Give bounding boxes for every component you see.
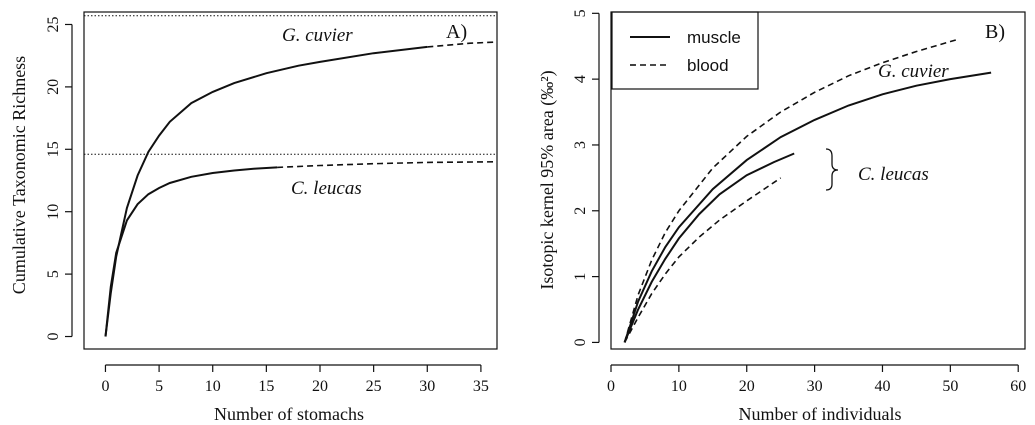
panel-b-y-tick-label: 2 bbox=[572, 207, 589, 215]
panel-a-y-tick-label: 20 bbox=[45, 79, 62, 95]
panel-a-y-tick-label: 5 bbox=[45, 270, 62, 278]
panel-b-annotation-g-cuvier: G. cuvier bbox=[878, 61, 949, 82]
panel-a-x-tick-label: 30 bbox=[419, 378, 435, 395]
panel-a: A) Number of stomachs Cumulative Taxonom… bbox=[9, 12, 497, 424]
c-leucas-brace bbox=[826, 149, 838, 190]
panel-a-y-tick-label: 0 bbox=[45, 333, 62, 341]
panel-a-xlabel: Number of stomachs bbox=[214, 404, 364, 424]
panel-b-label: B) bbox=[985, 21, 1005, 43]
panel-a-x-tick-label: 10 bbox=[205, 378, 221, 395]
panel-b-x-tick-label: 40 bbox=[874, 378, 890, 395]
panel-a-x-tick-label: 20 bbox=[312, 378, 328, 395]
panel-a-x-tick-label: 35 bbox=[473, 378, 489, 395]
panel-b-series-g-cuvier-muscle-solid bbox=[625, 73, 992, 343]
panel-b-xlabel: Number of individuals bbox=[739, 404, 902, 424]
panel-a-label: A) bbox=[446, 21, 467, 43]
legend-blood-label: blood bbox=[687, 56, 729, 75]
panel-a-x-tick-label: 15 bbox=[258, 378, 274, 395]
panel-a-x-tick-label: 25 bbox=[366, 378, 382, 395]
panel-a-y-tick-label: 25 bbox=[45, 16, 62, 32]
panel-b-annotation-c-leucas: C. leucas bbox=[858, 164, 929, 185]
panel-a-annotation-g-cuvier: G. cuvier bbox=[282, 25, 353, 46]
panel-b-y-tick-label: 1 bbox=[572, 273, 589, 281]
panel-b-ylabel: Isotopic kernel 95% area (‰²) bbox=[537, 70, 558, 289]
panel-a-x-tick-label: 0 bbox=[101, 378, 109, 395]
panel-a-y-tick-label: 10 bbox=[45, 204, 62, 220]
panel-b-x-tick-label: 50 bbox=[942, 378, 958, 395]
panel-b-y-tick-label: 3 bbox=[572, 141, 589, 149]
panel-b-y-tick-label: 0 bbox=[572, 338, 589, 346]
legend: muscle blood bbox=[612, 12, 758, 89]
panel-b-x-tick-label: 30 bbox=[807, 378, 823, 395]
panel-b-series-c-leucas-muscle-solid bbox=[625, 154, 795, 343]
panel-b: B) Number of individuals Isotopic kernel… bbox=[537, 9, 1026, 424]
panel-b-series-c-leucas-blood-dashed bbox=[625, 178, 781, 343]
panel-a-x-tick-label: 5 bbox=[155, 378, 163, 395]
legend-muscle-label: muscle bbox=[687, 28, 741, 47]
legend-box bbox=[612, 12, 758, 89]
panel-b-y-tick-label: 5 bbox=[572, 9, 589, 17]
panel-a-y-tick-label: 15 bbox=[45, 141, 62, 157]
panel-a-ylabel: Cumulative Taxonomic Richness bbox=[9, 56, 29, 294]
panel-b-y-tick-label: 4 bbox=[572, 75, 589, 83]
panel-a-series-c-leucas-dashed bbox=[277, 162, 497, 168]
panel-b-x-tick-label: 60 bbox=[1010, 378, 1026, 395]
panel-b-x-tick-label: 10 bbox=[671, 378, 687, 395]
panel-b-x-tick-label: 0 bbox=[607, 378, 615, 395]
panel-a-annotation-c-leucas: C. leucas bbox=[291, 178, 362, 199]
panel-b-x-tick-label: 20 bbox=[739, 378, 755, 395]
